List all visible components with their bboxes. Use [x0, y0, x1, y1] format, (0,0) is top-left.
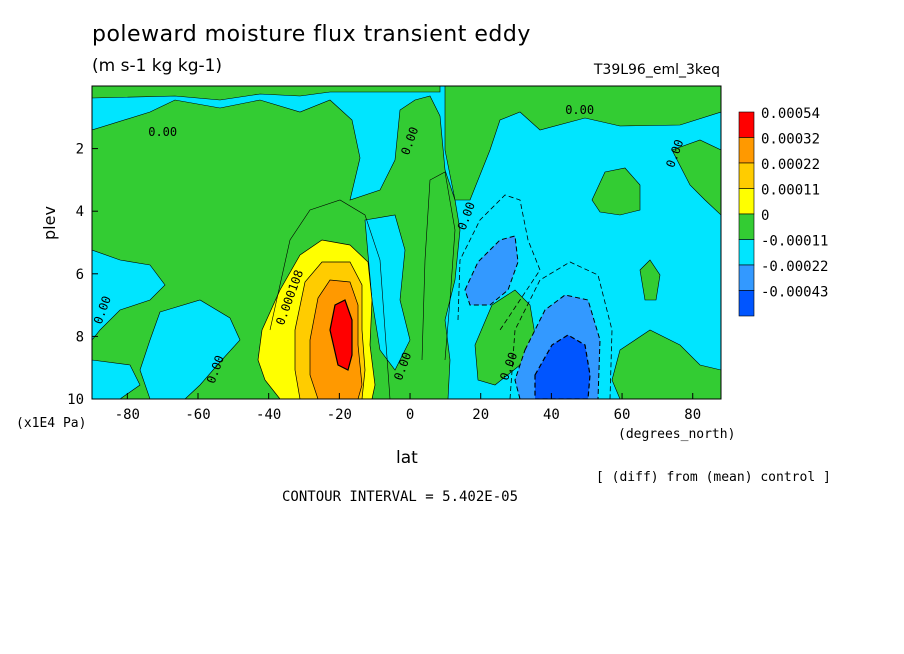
field-green-north-right2	[671, 139, 721, 216]
contour-interval: CONTOUR INTERVAL = 5.402E-05	[282, 489, 519, 505]
legend-label: -0.00043	[761, 285, 828, 301]
x-axis-units: (degrees_north)	[618, 427, 736, 442]
x-tick-label: 20	[472, 407, 489, 423]
x-tick-label: 80	[684, 407, 701, 423]
y-tick-label: 6	[76, 267, 84, 283]
diff-note: [ (diff) from (mean) control ]	[596, 470, 831, 485]
legend-swatch	[738, 111, 755, 138]
legend-swatch	[738, 239, 755, 266]
field-green-north-low	[611, 329, 721, 399]
plot-frame	[91, 85, 722, 400]
contour-label: 0.00	[565, 103, 594, 117]
y-tick-label: 4	[76, 204, 84, 220]
x-tick-label: -80	[115, 407, 140, 423]
color-legend: 0.00054 0.00032 0.00022 0.00011 0 -0.00011 -0.…	[738, 106, 828, 317]
legend-swatch	[738, 213, 755, 240]
x-tick-label: -60	[185, 407, 210, 423]
field-green-north-top	[444, 86, 721, 201]
legend-swatch	[738, 188, 755, 215]
y-tick-label: 10	[67, 392, 84, 408]
legend-label: -0.00022	[761, 259, 828, 275]
chart-title: poleward moisture flux transient eddy	[92, 22, 531, 47]
field-cyan-hole-3	[92, 359, 141, 399]
field-cyan-hole-4	[364, 214, 411, 371]
pos-contour-1	[269, 199, 391, 399]
field-green-north-small	[639, 259, 661, 301]
legend-label: 0.00032	[761, 132, 820, 148]
legend-swatch	[738, 264, 755, 291]
neg-contour-1	[457, 194, 541, 331]
pos-contour-2	[421, 171, 456, 361]
neg-contour-2	[509, 261, 613, 399]
x-axis-label: lat	[396, 448, 418, 468]
x-tick-label: -20	[327, 407, 352, 423]
legend-label: 0.00022	[761, 157, 820, 173]
field-green-north-right	[591, 167, 641, 216]
contour-fields	[92, 86, 721, 399]
legend-swatch	[738, 162, 755, 189]
field-cyan-hole-2	[139, 299, 241, 399]
legend-label: 0	[761, 208, 769, 224]
legend-swatch	[738, 290, 755, 317]
field-green-top-south	[92, 86, 441, 101]
x-tick-label: -40	[256, 407, 281, 423]
chart-units: (m s-1 kg kg-1)	[92, 56, 223, 76]
y-tick-label: 2	[76, 142, 84, 158]
field-red	[329, 299, 353, 371]
y-tick-label: 8	[76, 329, 84, 345]
contour-label: 0.00	[148, 125, 177, 139]
legend-label: -0.00011	[761, 234, 828, 250]
x-ticks: -80 -60 -40 -20 0 20 40 60 80	[115, 393, 701, 423]
field-blue-mid	[464, 235, 519, 306]
field-blue-deep	[534, 334, 591, 399]
x-tick-label: 40	[543, 407, 560, 423]
legend-label: 0.00011	[761, 183, 820, 199]
x-tick-label: 0	[406, 407, 414, 423]
run-label: T39L96_eml_3keq	[593, 62, 720, 78]
legend-swatch	[738, 137, 755, 164]
y-ticks: 2 4 6 8 10	[67, 142, 98, 408]
legend-label: 0.00054	[761, 106, 820, 122]
y-axis-units: (x1E4 Pa)	[16, 416, 87, 431]
x-tick-label: 60	[614, 407, 631, 423]
